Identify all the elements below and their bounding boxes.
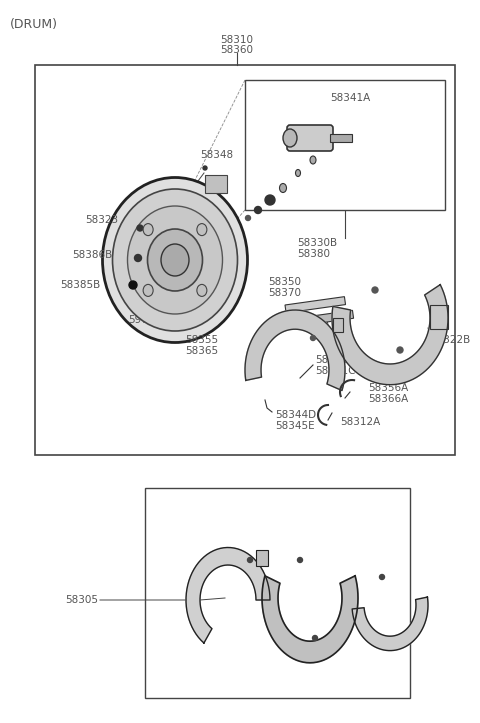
Circle shape: [312, 636, 317, 641]
Ellipse shape: [197, 284, 207, 296]
Circle shape: [203, 166, 207, 170]
Ellipse shape: [147, 229, 203, 291]
Text: 59775: 59775: [128, 315, 161, 325]
Text: 58361: 58361: [315, 355, 348, 365]
Text: 58322B: 58322B: [430, 335, 470, 345]
Text: 58310: 58310: [220, 35, 253, 45]
Bar: [430, 305, 448, 329]
Circle shape: [248, 557, 252, 562]
Text: 58370: 58370: [268, 288, 301, 298]
Text: 58380: 58380: [297, 249, 330, 259]
Circle shape: [245, 215, 251, 221]
Bar: [298, 310, 354, 326]
Ellipse shape: [197, 223, 207, 236]
Text: 58365: 58365: [185, 346, 218, 356]
Circle shape: [298, 557, 302, 562]
Polygon shape: [186, 547, 270, 643]
Text: 58323: 58323: [85, 215, 118, 225]
Text: 58348: 58348: [200, 150, 233, 160]
Text: 58344D: 58344D: [275, 410, 316, 420]
Circle shape: [397, 347, 403, 353]
Bar: [333, 318, 343, 332]
Text: 58341A: 58341A: [330, 93, 370, 103]
Polygon shape: [262, 576, 358, 663]
Circle shape: [137, 225, 143, 231]
Text: 58312A: 58312A: [340, 417, 380, 427]
Text: (DRUM): (DRUM): [10, 18, 58, 31]
Circle shape: [129, 281, 137, 289]
Ellipse shape: [279, 184, 287, 192]
Polygon shape: [352, 597, 428, 651]
Circle shape: [372, 287, 378, 293]
Circle shape: [265, 195, 275, 205]
Ellipse shape: [143, 284, 153, 296]
Text: 58305: 58305: [65, 595, 98, 605]
Text: 58330B: 58330B: [297, 238, 337, 248]
Text: 58345E: 58345E: [275, 421, 314, 431]
Bar: [330, 134, 352, 142]
Text: 58356A: 58356A: [368, 383, 408, 393]
Circle shape: [380, 575, 384, 580]
Text: 58355: 58355: [185, 335, 218, 345]
Text: 58311C: 58311C: [315, 366, 356, 376]
Ellipse shape: [283, 129, 297, 147]
Ellipse shape: [296, 169, 300, 176]
Bar: [245, 80, 445, 210]
Ellipse shape: [103, 178, 248, 343]
Bar: [205, 175, 227, 193]
Polygon shape: [245, 310, 345, 390]
Bar: [285, 296, 346, 313]
Text: 58350: 58350: [268, 277, 301, 287]
Ellipse shape: [112, 189, 238, 331]
Text: 58386B: 58386B: [72, 250, 112, 260]
Ellipse shape: [143, 223, 153, 236]
FancyBboxPatch shape: [287, 125, 333, 151]
Bar: [256, 550, 268, 566]
Text: 58360: 58360: [220, 45, 253, 55]
Bar: [35, 65, 455, 455]
Circle shape: [134, 254, 142, 262]
Ellipse shape: [161, 244, 189, 276]
Text: 58385B: 58385B: [60, 280, 100, 290]
Polygon shape: [332, 285, 448, 385]
Ellipse shape: [128, 206, 223, 314]
Circle shape: [311, 335, 315, 341]
Bar: [145, 488, 410, 698]
Text: 58366A: 58366A: [368, 394, 408, 404]
Ellipse shape: [310, 156, 316, 164]
Circle shape: [254, 207, 262, 213]
